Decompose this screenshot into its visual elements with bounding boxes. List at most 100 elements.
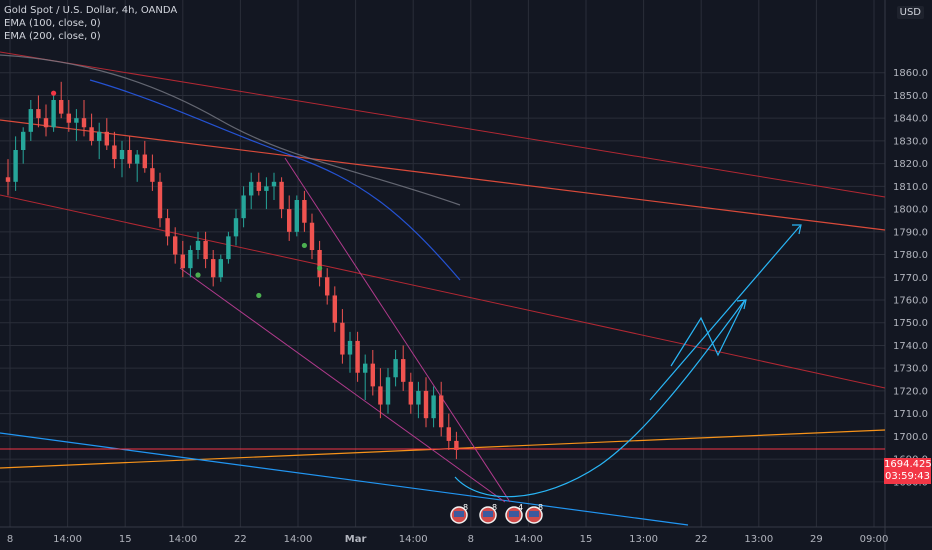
candle-body [370,363,375,387]
x-tick-label: 13:00 [744,534,773,545]
candle-body [385,377,391,405]
candle-body [340,322,345,355]
x-tick-label: 15 [580,534,593,545]
candle-body [5,177,11,182]
candle-body [97,131,102,141]
channel-upper [284,157,511,503]
candle-body [59,100,64,114]
y-tick-label: 1820.0 [893,159,928,170]
y-tick-label: 1760.0 [893,296,928,307]
y-tick-label: 1780.0 [893,250,928,261]
y-tick-label: 1730.0 [893,364,928,375]
currency-label[interactable]: USD [896,6,924,19]
candle-body [21,131,26,150]
candle-body [43,118,49,128]
x-tick-label: 14:00 [168,534,197,545]
bar-countdown: 03:59:43 [885,471,930,482]
candle-body [211,259,216,278]
candle-body [439,395,444,428]
candle-body [89,127,94,141]
trendline-mid-red [0,194,886,389]
candle-body [104,131,109,146]
candle-body [325,277,330,296]
candle-body [446,427,451,441]
candle-body [355,340,360,373]
candle-body [309,222,315,250]
candle-body [119,150,125,160]
x-tick-label: 22 [695,534,708,545]
candle-body [142,154,147,169]
event-badge[interactable]: 8 [479,503,497,524]
candle-body [203,240,208,260]
y-tick-label: 1710.0 [893,409,928,420]
candle-body [302,200,307,223]
candle-body [81,118,87,128]
candle-body [287,209,292,232]
event-flag-stripe [454,511,464,517]
y-tick-label: 1700.0 [893,432,928,443]
candle-body [226,236,231,260]
projection-line-long [649,225,801,401]
signal-dot [256,292,262,299]
x-tick-label: 15 [119,534,132,545]
candle-body [279,181,284,210]
y-tick-label: 1810.0 [893,182,928,193]
candle-body [180,254,185,269]
candle-body [378,386,383,405]
candle-body [51,100,56,128]
last-price-tag: 1694.425 03:59:43 [884,458,932,484]
y-tick-label: 1800.0 [893,205,928,216]
y-tick-label: 1850.0 [893,91,928,102]
signal-dot [51,90,57,96]
y-tick-label: 1860.0 [893,68,928,79]
y-tick-label: 1790.0 [893,227,928,238]
y-tick-label: 1740.0 [893,341,928,352]
ema-200-label[interactable]: EMA (200, close, 0) [4,31,101,42]
signal-dot [195,272,201,278]
candle-body [408,381,413,405]
event-count: 8 [538,503,543,512]
event-count: 4 [518,503,523,512]
y-tick-label: 1770.0 [893,273,928,284]
event-badge[interactable]: 8 [525,503,543,524]
candle-body [150,168,155,182]
arrowhead-upper [792,224,802,235]
y-tick-label: 1830.0 [893,136,928,147]
candle-body [165,218,170,237]
x-tick-label: 14:00 [284,534,313,545]
event-badge[interactable]: 4 [505,503,523,524]
x-tick-label: 13:00 [629,534,658,545]
candle-body [249,181,254,196]
candle-body [188,250,193,269]
candle-body [28,109,33,132]
projection-zigzag [670,299,746,367]
y-tick-label: 1750.0 [893,318,928,329]
x-tick-label: 8 [7,534,13,545]
candle-body [127,150,132,164]
x-tick-label: 29 [810,534,823,545]
event-flag-stripe [483,511,493,517]
x-tick-label: 14:00 [514,534,543,545]
last-price: 1694.425 [884,459,932,470]
channel-lower [179,267,506,503]
y-tick-label: 1840.0 [893,114,928,125]
x-tick-label: 14:00 [53,534,82,545]
candle-body [294,200,299,232]
trendline-resistance [0,119,886,231]
event-count: 8 [463,503,468,512]
symbol-title[interactable]: Gold Spot / U.S. Dollar, 4h, OANDA [4,5,178,16]
y-tick-label: 1720.0 [893,386,928,397]
candle-body [271,181,277,187]
arrowhead-lower [736,299,747,310]
event-badge[interactable]: 8 [450,503,468,524]
ema-200-line [0,54,461,206]
x-tick-label: 09:00 [860,534,889,545]
candle-body [363,363,368,373]
candle-body [431,395,436,419]
x-tick-label: 14:00 [399,534,428,545]
candle-body [317,250,322,278]
candle-body [74,118,79,123]
ema-100-label[interactable]: EMA (100, close, 0) [4,18,101,29]
